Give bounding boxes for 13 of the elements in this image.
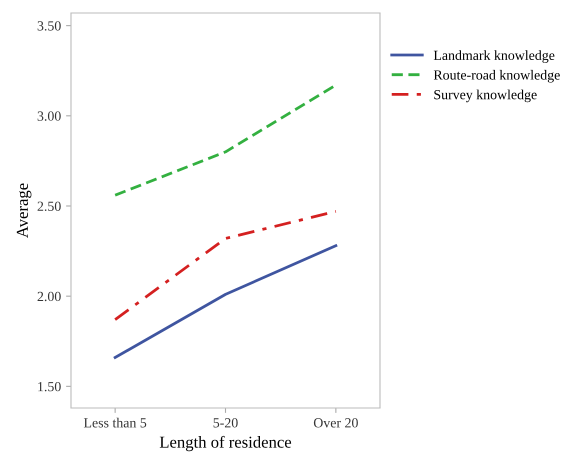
legend-label: Landmark knowledge [434,50,554,63]
legend-label: Survey knowledge [434,90,537,102]
y-tick-label: 3.50 [38,21,61,31]
x-tick-label: 5-20 [214,418,238,428]
y-axis-title: Average [16,183,32,238]
y-tick-label: 2.50 [38,202,61,212]
x-tick-label: Less than 5 [84,418,146,428]
x-tick-label: Over 20 [314,418,358,428]
y-tick-label: 1.50 [38,382,61,392]
y-tick-label: 3.00 [38,111,61,121]
x-axis-title: Length of residence [160,436,292,452]
y-tick-label: 2.00 [38,292,61,302]
legend-label: Route-road knowledge [434,70,560,83]
